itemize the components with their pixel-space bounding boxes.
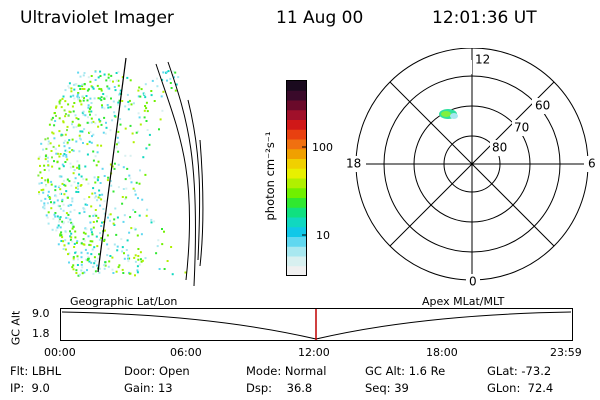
- colorbar-swatch: [287, 149, 306, 160]
- date-label: 11 Aug 00: [276, 8, 364, 28]
- colorbar-swatch: [287, 129, 306, 140]
- timeline-axis-title: GC Alt: [9, 310, 23, 346]
- polar-label-18: 18: [346, 157, 361, 171]
- polar-label-80: 80: [492, 141, 507, 155]
- footer-glon: GLon: 72.4: [487, 381, 554, 395]
- colorbar-border: [286, 80, 307, 276]
- colorbar-swatch: [287, 188, 306, 199]
- polar-label-12: 12: [475, 53, 490, 67]
- timeline-xtick-1800: 18:00: [426, 346, 458, 359]
- polar-label-6: 6: [588, 157, 596, 171]
- colorbar-swatch: [287, 168, 306, 179]
- colorbar-swatch: [287, 81, 306, 92]
- colorbar-swatch: [287, 178, 306, 189]
- timeline-xtick-0000: 00:00: [44, 346, 76, 359]
- footer-ip: IP: 9.0: [10, 381, 50, 395]
- timeline-right-title: Apex MLat/MLT: [422, 295, 505, 308]
- polar-plot: 12 6 18 0 60 70 80: [344, 48, 596, 289]
- colorbar-swatch: [287, 227, 306, 238]
- altitude-timeline: [60, 308, 573, 341]
- colorbar-swatch: [287, 139, 306, 150]
- colorbar-swatch: [287, 266, 306, 276]
- colorbar-swatch: [287, 110, 306, 121]
- colorbar: [286, 80, 307, 276]
- footer-gc-alt: GC Alt: 1.6 Re: [365, 364, 446, 378]
- colorbar-swatch: [287, 100, 306, 111]
- colorbar-swatch: [287, 159, 306, 170]
- timeline-xtick-0600: 06:00: [170, 346, 202, 359]
- terminator-line: [97, 57, 127, 273]
- polar-label-70: 70: [514, 121, 529, 135]
- grid-curve: [167, 61, 197, 287]
- footer-mode: Mode: Normal: [246, 364, 327, 378]
- colorbar-tick-100: 100: [312, 141, 333, 154]
- footer-door: Door: Open: [124, 364, 190, 378]
- colorbar-swatch: [287, 237, 306, 248]
- time-label: 12:01:36 UT: [432, 8, 537, 28]
- colorbar-swatch: [287, 217, 306, 228]
- timeline-xtick-1200: 12:00: [298, 346, 330, 359]
- timeline-ytick-1.8: 1.8: [32, 327, 50, 340]
- auroral-spot: [439, 109, 458, 119]
- instrument-title: Ultraviolet Imager: [20, 8, 174, 28]
- grid-curve: [155, 63, 191, 281]
- timeline-ytick-9: 9.0: [32, 307, 50, 320]
- polar-label-0: 0: [469, 275, 477, 289]
- colorbar-swatch: [287, 120, 306, 131]
- footer-glat: GLat: -73.2: [487, 364, 552, 378]
- colorbar-swatch: [287, 256, 306, 267]
- colorbar-swatch: [287, 90, 306, 101]
- footer-dsp: Dsp: 36.8: [246, 381, 313, 395]
- timeline-xtick-2359: 23:59: [550, 346, 582, 359]
- timeline-left-title: Geographic Lat/Lon: [70, 295, 178, 308]
- colorbar-swatch: [287, 207, 306, 218]
- footer-gain: Gain: 13: [124, 381, 173, 395]
- polar-label-60: 60: [535, 99, 550, 113]
- colorbar-tick-10: 10: [316, 229, 330, 242]
- footer-seq: Seq: 39: [365, 381, 409, 395]
- footer-filter: Flt: LBHL: [10, 364, 62, 378]
- colorbar-swatch: [287, 246, 306, 257]
- aurora-speckle: [37, 70, 187, 277]
- colorbar-swatch: [287, 198, 306, 209]
- grid-curve: [187, 99, 201, 261]
- geographic-image: [37, 57, 204, 287]
- colorbar-unit-label: photon cm⁻²s⁻¹: [263, 131, 277, 221]
- grid-curve: [199, 139, 204, 267]
